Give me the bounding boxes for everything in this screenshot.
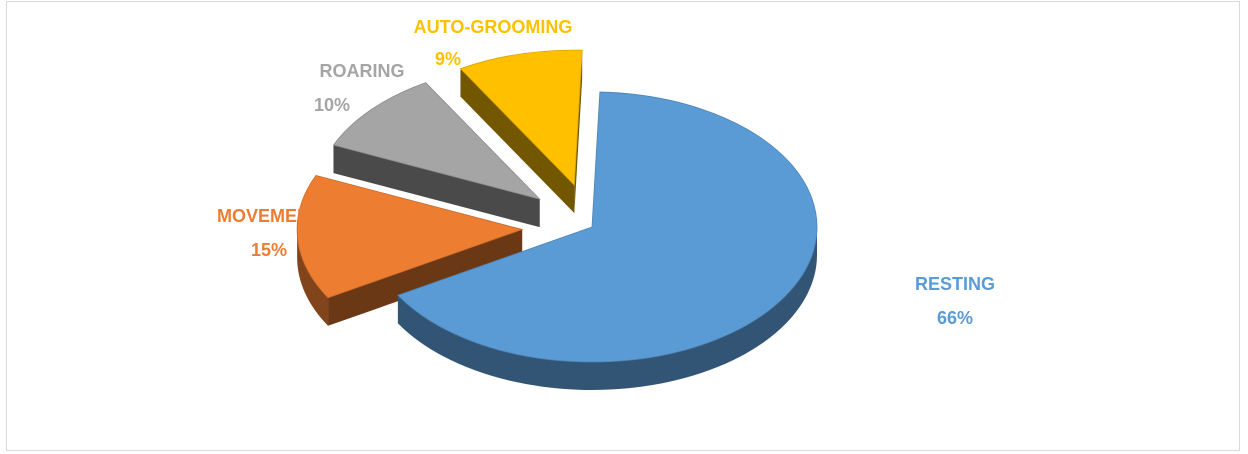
pie-slice-side-resting-0 bbox=[397, 227, 817, 390]
pie-slice-auto-grooming bbox=[459, 49, 583, 214]
labels-layer: RESTING 66% MOVEMENT 15% ROARING 10% AUTO-GROO… bbox=[217, 17, 995, 328]
pie-slice-wall-roaring-0 bbox=[333, 145, 540, 228]
slice-label-value-roaring: 10% bbox=[314, 95, 350, 115]
pie-chart: RESTING 66% MOVEMENT 15% ROARING 10% AUTO-GROO… bbox=[217, 17, 995, 390]
pie-slice-roaring bbox=[332, 82, 541, 228]
pie-slice-top-movement bbox=[296, 174, 524, 299]
slice-label-value-movement: 15% bbox=[251, 240, 287, 260]
pie-slice-wall-auto-grooming-0 bbox=[460, 68, 575, 214]
slice-label-name-auto-grooming: AUTO-GROOMING bbox=[414, 17, 573, 37]
pie-slice-resting bbox=[397, 91, 818, 390]
slices-layer bbox=[296, 49, 818, 390]
pie-slice-wall-movement-0 bbox=[328, 229, 523, 326]
slice-label-value-auto-grooming: 9% bbox=[435, 49, 461, 69]
slice-label-name-roaring: ROARING bbox=[320, 61, 405, 81]
pie-slice-top-resting bbox=[397, 91, 818, 363]
slice-label-name-resting: RESTING bbox=[915, 274, 995, 294]
pie-slice-top-auto-grooming bbox=[459, 49, 583, 187]
pie-slice-side-movement-0 bbox=[297, 229, 329, 326]
slice-label-value-resting: 66% bbox=[937, 308, 973, 328]
pie-slice-top-roaring bbox=[332, 82, 541, 200]
chart-area: RESTING 66% MOVEMENT 15% ROARING 10% AUTO-GROO… bbox=[6, 1, 1240, 451]
pie-slice-wall-auto-grooming-1 bbox=[574, 50, 583, 214]
slice-label-name-movement: MOVEMENT bbox=[217, 206, 321, 226]
pie-slice-movement bbox=[296, 174, 524, 326]
